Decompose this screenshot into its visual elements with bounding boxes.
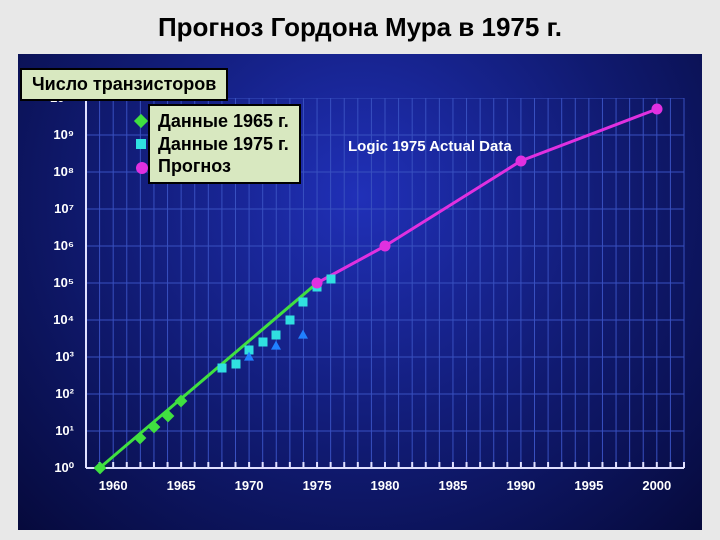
y-tick-label: 10⁹: [24, 127, 74, 142]
legend-overlay: Данные 1965 г.Данные 1975 г.Прогноз: [148, 104, 301, 184]
x-tick-label: 1990: [501, 478, 541, 493]
data-point-square: [231, 360, 240, 369]
x-tick-label: 1985: [433, 478, 473, 493]
y-tick-label: 10⁵: [24, 275, 74, 290]
legend-marker-circle: [136, 162, 148, 174]
original-legend-text: Logic 1975 Actual Data: [348, 138, 512, 155]
x-tick-label: 1965: [161, 478, 201, 493]
data-point-triangle: [271, 340, 281, 349]
data-point-square: [285, 316, 294, 325]
data-point-circle: [515, 155, 526, 166]
y-axis-title: Число транзисторов: [32, 74, 216, 94]
data-point-square: [272, 330, 281, 339]
y-tick-label: 10⁰: [24, 460, 74, 476]
x-tick-label: 1970: [229, 478, 269, 493]
legend-marker-square: [136, 139, 146, 149]
chart-area: 10⁰10¹10²10³10⁴10⁵10⁶10⁷10⁸10⁹10¹⁰196019…: [18, 54, 702, 530]
y-axis-title-box: Число транзисторов: [20, 68, 228, 101]
data-point-square: [326, 275, 335, 284]
legend-row: Данные 1965 г.: [158, 110, 289, 133]
y-tick-label: 10⁸: [24, 164, 74, 179]
x-tick-label: 1980: [365, 478, 405, 493]
data-point-square: [299, 297, 308, 306]
x-tick-label: 1995: [569, 478, 609, 493]
x-tick-label: 1975: [297, 478, 337, 493]
y-tick-label: 10¹: [24, 423, 74, 438]
y-tick-label: 10³: [24, 349, 74, 364]
data-point-circle: [312, 278, 323, 289]
y-tick-label: 10⁶: [24, 238, 74, 253]
page-title: Прогноз Гордона Мура в 1975 г.: [0, 0, 720, 51]
y-tick-label: 10²: [24, 386, 74, 401]
data-point-square: [258, 338, 267, 347]
y-tick-label: 10⁷: [24, 201, 74, 216]
data-point-circle: [651, 104, 662, 115]
data-point-circle: [380, 241, 391, 252]
data-point-square: [217, 364, 226, 373]
legend-row: Прогноз: [158, 155, 289, 178]
x-tick-label: 2000: [637, 478, 677, 493]
x-tick-label: 1960: [93, 478, 133, 493]
data-point-triangle: [244, 352, 254, 361]
data-point-triangle: [298, 329, 308, 338]
legend-row: Данные 1975 г.: [158, 133, 289, 156]
y-tick-label: 10⁴: [24, 312, 74, 327]
